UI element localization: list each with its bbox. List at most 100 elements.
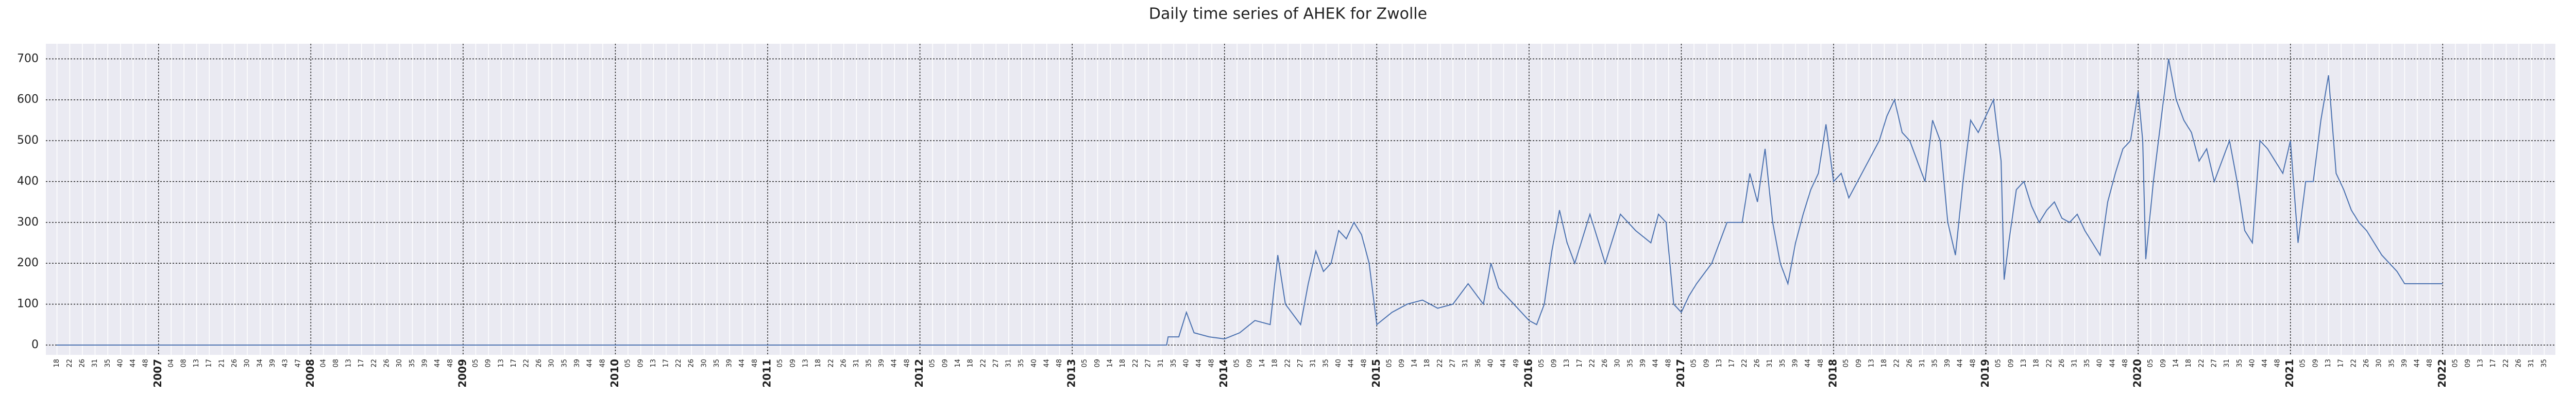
x-tick-label: 2015 xyxy=(1370,359,1382,388)
x-minor-tick-label: 40 xyxy=(1030,359,1038,368)
x-minor-tick-label: 18 xyxy=(1272,359,1279,368)
x-tick-label: 2013 xyxy=(1065,359,1078,388)
x-minor-tick-label: 05 xyxy=(1081,359,1089,368)
x-minor-tick-label: 05 xyxy=(1842,359,1850,368)
x-tick-label: 2009 xyxy=(456,359,468,388)
x-minor-tick-label: 39 xyxy=(1792,359,1800,368)
x-minor-tick-label: 22 xyxy=(2198,359,2206,368)
x-tick-label: 2016 xyxy=(1522,359,1534,388)
x-minor-tick-label: 35 xyxy=(561,359,569,368)
x-minor-tick-label: 17 xyxy=(358,359,365,368)
x-minor-tick-label: 34 xyxy=(256,359,264,368)
x-minor-tick-label: 44 xyxy=(1043,359,1050,368)
x-minor-tick-label: 35 xyxy=(1170,359,1178,368)
x-minor-tick-label: 48 xyxy=(142,359,150,368)
x-minor-tick-label: 05 xyxy=(472,359,480,368)
x-minor-tick-label: 13 xyxy=(650,359,657,368)
x-minor-tick-label: 35 xyxy=(2083,359,2091,368)
x-minor-tick-label: 22 xyxy=(1741,359,1749,368)
x-minor-tick-label: 13 xyxy=(193,359,200,368)
x-minor-tick-label: 09 xyxy=(941,359,949,368)
x-minor-tick-label: 13 xyxy=(2477,359,2485,368)
x-minor-tick-label: 44 xyxy=(2109,359,2116,368)
x-minor-tick-label: 48 xyxy=(1970,359,1977,368)
x-minor-tick-label: 47 xyxy=(294,359,302,368)
x-minor-tick-label: 31 xyxy=(2528,359,2535,368)
x-minor-tick-label: 48 xyxy=(1208,359,1216,368)
x-minor-tick-label: 35 xyxy=(409,359,416,368)
x-minor-tick-label: 48 xyxy=(599,359,606,368)
x-minor-tick-label: 14 xyxy=(2173,359,2180,368)
x-minor-tick-label: 26 xyxy=(840,359,848,368)
x-minor-tick-label: 13 xyxy=(2020,359,2028,368)
x-minor-tick-label: 26 xyxy=(688,359,696,368)
x-minor-tick-label: 48 xyxy=(1056,359,1063,368)
x-tick-label: 2007 xyxy=(151,359,164,388)
x-minor-tick-label: 39 xyxy=(573,359,581,368)
x-minor-tick-label: 44 xyxy=(586,359,594,368)
y-tick-label: 500 xyxy=(17,134,39,147)
x-minor-tick-label: 17 xyxy=(1576,359,1584,368)
x-minor-tick-label: 27 xyxy=(1144,359,1152,368)
series-line xyxy=(56,59,2443,346)
x-minor-tick-label: 48 xyxy=(751,359,759,368)
x-tick-label: 2020 xyxy=(2131,359,2144,388)
x-minor-tick-label: 18 xyxy=(1119,359,1127,368)
x-tick-label: 2011 xyxy=(761,359,773,388)
x-minor-tick-label: 05 xyxy=(2147,359,2155,368)
x-minor-tick-label: 22 xyxy=(2502,359,2510,368)
x-minor-tick-label: 17 xyxy=(2337,359,2345,368)
y-tick-label: 700 xyxy=(17,52,39,65)
x-minor-tick-label: 31 xyxy=(1005,359,1012,368)
x-minor-tick-label: 26 xyxy=(2515,359,2523,368)
x-minor-tick-label: 35 xyxy=(2540,359,2548,368)
x-minor-tick-label: 44 xyxy=(1652,359,1660,368)
x-minor-tick-label: 31 xyxy=(1919,359,1926,368)
x-minor-tick-label: 22 xyxy=(675,359,683,368)
x-minor-tick-label: 17 xyxy=(2489,359,2497,368)
x-minor-tick-label: 18 xyxy=(1880,359,1888,368)
x-minor-tick-label: 22 xyxy=(1284,359,1292,368)
x-minor-tick-label: 08 xyxy=(180,359,188,368)
x-minor-tick-label: 26 xyxy=(78,359,86,368)
x-minor-tick-label: 09 xyxy=(2312,359,2320,368)
x-minor-tick-label: 30 xyxy=(548,359,556,368)
x-minor-tick-label: 09 xyxy=(1703,359,1710,368)
x-minor-tick-label: 30 xyxy=(396,359,403,368)
x-tick-label: 2008 xyxy=(304,359,316,388)
x-tick-label: 2019 xyxy=(1979,359,1991,388)
x-tick-label: 2012 xyxy=(913,359,925,388)
x-minor-tick-label: 18 xyxy=(53,359,61,368)
x-minor-tick-label: 48 xyxy=(1665,359,1672,368)
x-minor-tick-label: 17 xyxy=(662,359,670,368)
y-tick-label: 400 xyxy=(17,175,39,187)
x-minor-tick-label: 40 xyxy=(116,359,124,368)
x-minor-tick-label: 31 xyxy=(91,359,99,368)
x-minor-tick-label: 30 xyxy=(1614,359,1622,368)
x-tick-label: 2010 xyxy=(608,359,621,388)
x-minor-tick-label: 40 xyxy=(2248,359,2256,368)
x-minor-tick-label: 44 xyxy=(1804,359,1812,368)
x-minor-tick-label: 05 xyxy=(776,359,784,368)
x-minor-tick-label: 05 xyxy=(2299,359,2307,368)
x-minor-tick-label: 18 xyxy=(2032,359,2040,368)
x-minor-tick-label: 08 xyxy=(332,359,340,368)
x-minor-tick-label: 39 xyxy=(726,359,734,368)
x-minor-tick-label: 14 xyxy=(1411,359,1419,368)
x-minor-tick-label: 05 xyxy=(929,359,937,368)
x-minor-tick-label: 27 xyxy=(992,359,1000,368)
x-minor-tick-label: 26 xyxy=(535,359,543,368)
x-minor-tick-label: 26 xyxy=(231,359,239,368)
x-minor-tick-label: 05 xyxy=(1690,359,1698,368)
x-minor-tick-label: 48 xyxy=(904,359,911,368)
x-minor-tick-label: 09 xyxy=(2007,359,2015,368)
x-minor-tick-label: 44 xyxy=(1500,359,1507,368)
x-minor-tick-label: 35 xyxy=(2236,359,2244,368)
x-minor-tick-label: 09 xyxy=(1551,359,1558,368)
x-minor-tick-label: 22 xyxy=(979,359,987,368)
x-minor-tick-label: 17 xyxy=(1728,359,1736,368)
x-minor-tick-label: 44 xyxy=(129,359,137,368)
x-minor-tick-label: 44 xyxy=(1957,359,1964,368)
x-minor-tick-label: 48 xyxy=(1817,359,1825,368)
